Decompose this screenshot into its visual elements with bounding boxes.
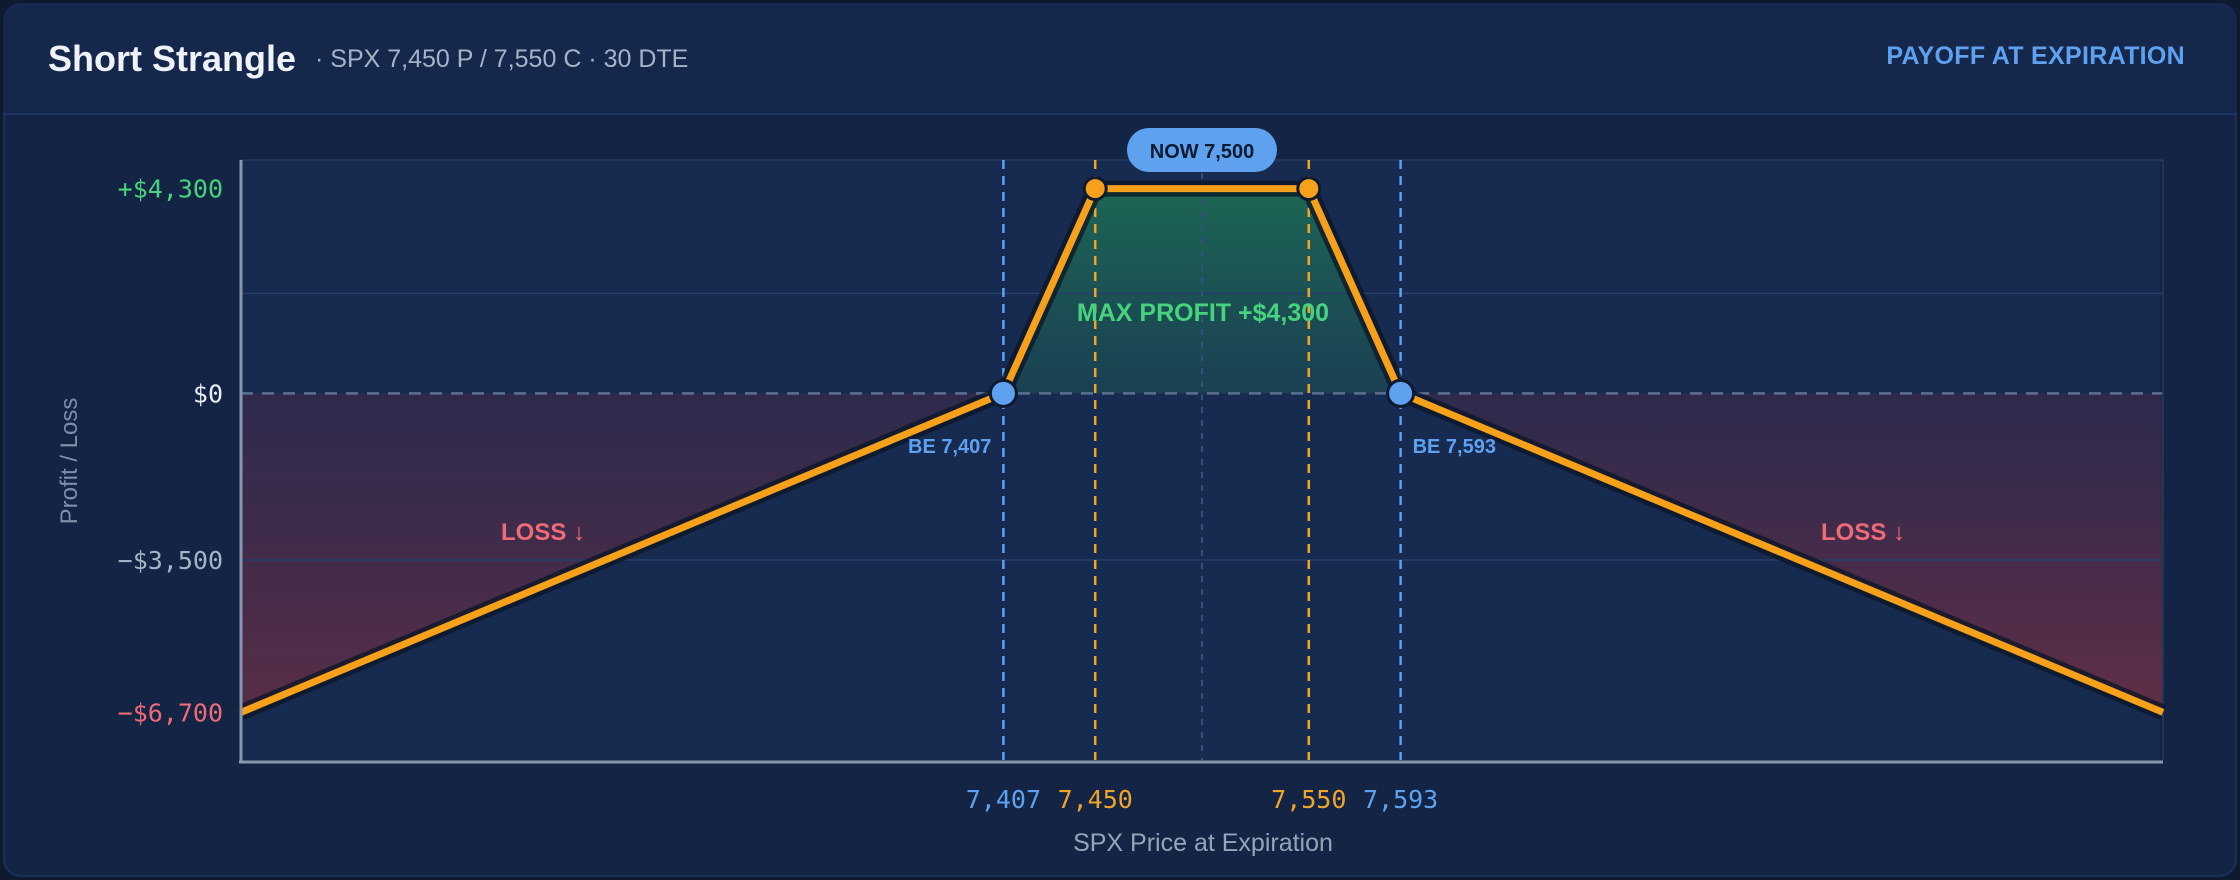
current-price-label: NOW 7,500 (1150, 141, 1254, 163)
x-tick-label-2: 7,450 (1058, 785, 1133, 814)
current-price-badge: NOW 7,500 (1127, 128, 1277, 172)
payoff-line (239, 185, 2165, 716)
breakeven-point-2 (1386, 378, 1416, 408)
breakeven-point-1 (988, 378, 1018, 408)
strategy-title: Short Strangle (48, 38, 297, 79)
breakeven-label-2: BE 7,593 (1413, 436, 1496, 458)
y-tick-label-4: −$6,700 (118, 698, 223, 727)
loss-zone-left-fill (241, 393, 1004, 760)
payoff-chart: NOW 7,500 MAX PROFIT +$4,300 BE 7,407 BE 7,… (56, 128, 2167, 857)
loss-label-right: LOSS ↓ (1821, 519, 1905, 546)
x-axis-label: SPX Price at Expiration (1073, 829, 1333, 857)
y-tick-label-1: +$4,300 (118, 175, 223, 204)
strategy-subtitle: · SPX 7,450 P / 7,550 C · 30 DTE (315, 45, 689, 73)
breakeven-label-1: BE 7,407 (908, 436, 991, 458)
x-tick-label-1: 7,407 (966, 785, 1041, 814)
y-axis-label: Profit / Loss (56, 398, 83, 525)
x-tick-label-4: 7,593 (1363, 785, 1438, 814)
card-header: Short Strangle · SPX 7,450 P / 7,550 C ·… (3, 3, 2237, 115)
payoff-mode-label: PAYOFF AT EXPIRATION (1886, 42, 2185, 70)
y-tick-label-3: −$3,500 (118, 546, 223, 575)
max-profit-label: MAX PROFIT +$4,300 (1077, 299, 1329, 327)
loss-label-left: LOSS ↓ (501, 519, 585, 546)
y-tick-label-2: $0 (193, 379, 223, 408)
payoff-card: Short Strangle · SPX 7,450 P / 7,550 C ·… (3, 3, 2237, 877)
strike-point-2 (1296, 176, 1322, 202)
x-tick-label-3: 7,550 (1271, 785, 1346, 814)
strike-point-1 (1082, 176, 1108, 202)
